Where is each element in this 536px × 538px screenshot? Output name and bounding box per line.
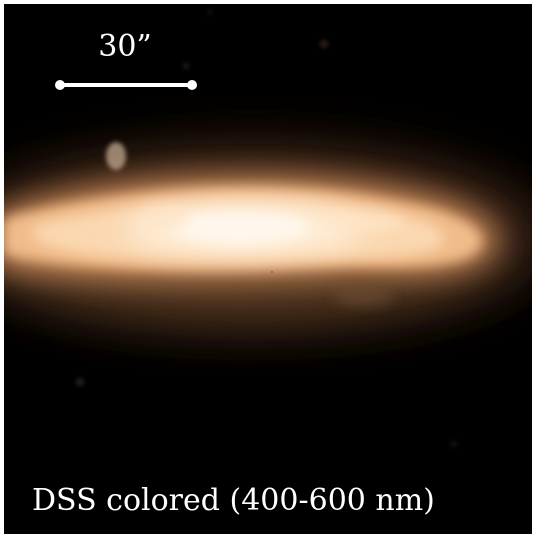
scale-bar-right-cap <box>187 80 197 90</box>
scale-bar-left-cap <box>55 80 65 90</box>
galaxy-image <box>4 9 532 447</box>
image-caption: DSS colored (400-600 nm) <box>32 483 435 518</box>
astronomical-image-frame: 30” DSS colored (400-600 nm) <box>4 4 532 534</box>
galaxy-features <box>106 142 404 306</box>
scale-bar-label: 30” <box>98 29 152 64</box>
background-stars <box>76 9 457 447</box>
scale-bar <box>55 80 197 90</box>
